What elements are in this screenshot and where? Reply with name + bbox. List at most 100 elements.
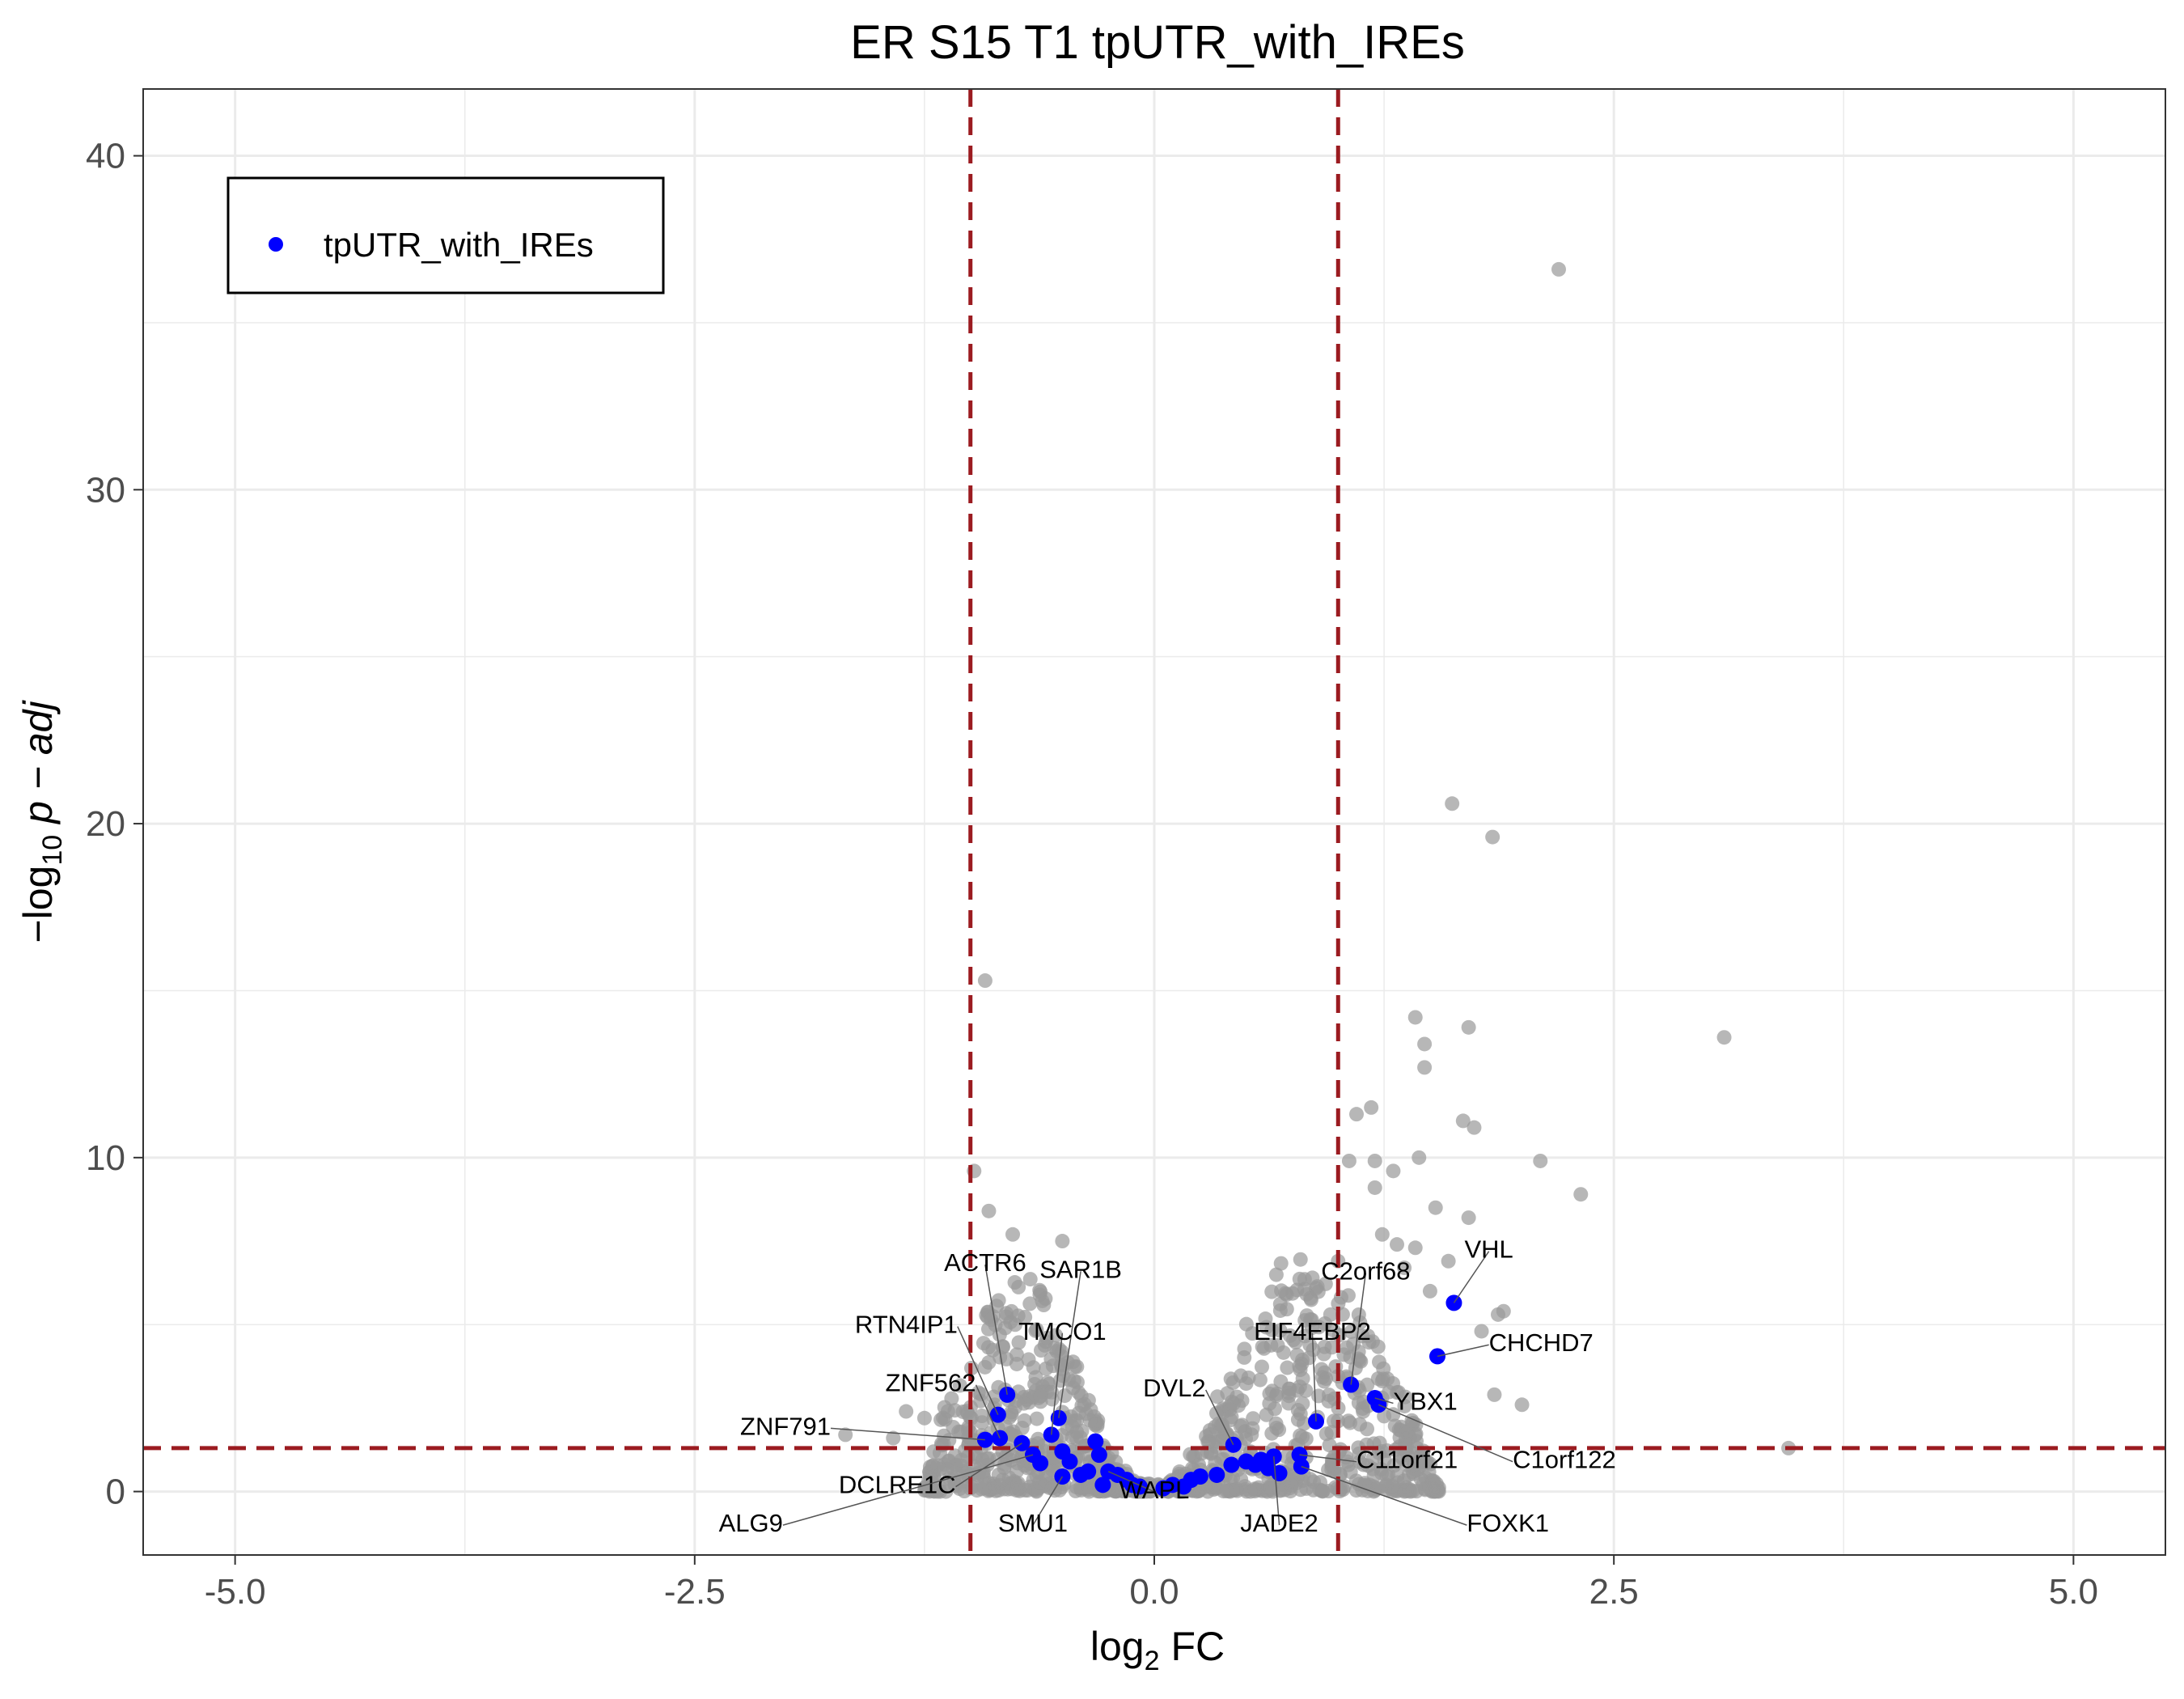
background-point (1389, 1385, 1404, 1400)
background-point (1298, 1383, 1314, 1398)
background-point (1321, 1393, 1336, 1409)
background-point (1022, 1296, 1038, 1311)
background-point (1314, 1362, 1329, 1377)
background-point (838, 1427, 853, 1443)
background-point (1083, 1402, 1098, 1417)
highlight-point (1087, 1433, 1104, 1450)
background-point (1365, 1461, 1381, 1477)
gene-label-text: CHCHD7 (1489, 1328, 1594, 1357)
background-point (1005, 1227, 1020, 1242)
background-point (1375, 1371, 1390, 1387)
background-point (1352, 1315, 1368, 1330)
background-point (1315, 1484, 1331, 1499)
background-point (1067, 1359, 1082, 1375)
background-point (1247, 1481, 1263, 1497)
background-point (1397, 1260, 1412, 1276)
gene-label-text: ZNF562 (886, 1369, 976, 1397)
gene-label-chchd7: CHCHD7 (1437, 1328, 1594, 1357)
gene-label-text: C11orf21 (1357, 1446, 1458, 1474)
background-point (1306, 1474, 1322, 1489)
background-point (1399, 1483, 1414, 1498)
highlight-point (1155, 1480, 1172, 1497)
highlight-point (1175, 1478, 1192, 1495)
gene-label-connector (1311, 1333, 1317, 1421)
gene-label-text: SMU1 (998, 1509, 1068, 1537)
background-point (1238, 1376, 1254, 1392)
x-axis-title: log2 FC (1090, 1624, 1225, 1676)
background-point (1011, 1279, 1026, 1294)
highlight-point (1223, 1456, 1240, 1473)
y-axis-ticks: 0 10 20 30 40 (86, 137, 143, 1512)
gene-label-wapl: WAPL (1107, 1471, 1190, 1504)
highlight-point (1271, 1464, 1288, 1481)
gene-label-connector (1437, 1344, 1489, 1358)
background-point (1407, 1457, 1422, 1472)
background-point (1317, 1339, 1332, 1354)
gene-label-text: JADE2 (1240, 1509, 1318, 1537)
y-tick-label: 40 (86, 137, 125, 176)
background-point (1279, 1287, 1294, 1303)
background-point (1280, 1360, 1295, 1375)
background-point (1367, 1180, 1382, 1195)
background-point (1032, 1282, 1048, 1298)
highlight-point (1061, 1453, 1078, 1470)
background-point (1268, 1267, 1284, 1282)
background-point (1376, 1361, 1391, 1376)
highlight-point (1208, 1466, 1225, 1483)
background-point (1031, 1431, 1046, 1447)
background-point (952, 1378, 967, 1393)
gene-label-text: DVL2 (1143, 1374, 1206, 1402)
gene-label-connector (1204, 1389, 1234, 1446)
background-point (977, 973, 993, 989)
x-tick-label: -2.5 (664, 1572, 726, 1612)
background-point (1004, 1405, 1019, 1420)
gene-label-text: TMCO1 (1018, 1317, 1107, 1345)
gene-label-alg9: ALG9 (719, 1454, 1034, 1537)
background-point (1422, 1283, 1437, 1299)
x-tick-label: 5.0 (2049, 1572, 2098, 1612)
gene-label-connector (975, 1384, 1001, 1438)
highlight-point (1094, 1477, 1111, 1494)
gene-label-eif4ebp2: EIF4EBP2 (1254, 1317, 1371, 1421)
background-point (1255, 1339, 1270, 1354)
highlighted-points (976, 1294, 1462, 1497)
gene-label-connector (984, 1265, 1008, 1396)
background-point (1421, 1464, 1437, 1480)
background-point (1263, 1480, 1278, 1495)
highlight-point (1090, 1447, 1107, 1464)
background-point (1245, 1326, 1260, 1341)
background-point (1514, 1397, 1530, 1413)
gene-label-connector (830, 1427, 985, 1441)
background-point (981, 1203, 997, 1218)
background-point (1461, 1019, 1476, 1035)
background-point (1259, 1407, 1274, 1422)
gene-label-connector (1032, 1476, 1064, 1526)
y-axis-title: −log10 p − adj (15, 700, 68, 943)
background-point (1034, 1343, 1049, 1358)
background-point (1318, 1426, 1334, 1442)
threshold-lines (143, 89, 2165, 1555)
background-point (1237, 1341, 1252, 1357)
gene-label-text: SAR1B (1039, 1255, 1122, 1283)
background-point (899, 1404, 914, 1419)
y-tick-label: 0 (106, 1472, 125, 1512)
background-point (926, 1484, 942, 1499)
background-point (1390, 1237, 1404, 1252)
gene-label-text: ACTR6 (944, 1248, 1026, 1277)
background-point (1004, 1481, 1019, 1497)
y-tick-label: 30 (86, 470, 125, 510)
gene-label-tmco1: TMCO1 (1018, 1317, 1107, 1435)
background-point (1069, 1430, 1084, 1446)
gene-label-connector (955, 1443, 1022, 1488)
background-point (886, 1430, 901, 1446)
background-point (1441, 1253, 1456, 1269)
legend: tpUTR_with_IREs (226, 176, 665, 294)
gene-label-text: WAPL (1120, 1476, 1190, 1504)
background-point (1017, 1413, 1032, 1428)
x-tick-label: -5.0 (205, 1572, 266, 1612)
background-point (1005, 1448, 1020, 1464)
background-point (1428, 1200, 1443, 1215)
background-point (1224, 1409, 1239, 1425)
background-point (1081, 1482, 1096, 1498)
background-point (1009, 1347, 1024, 1362)
